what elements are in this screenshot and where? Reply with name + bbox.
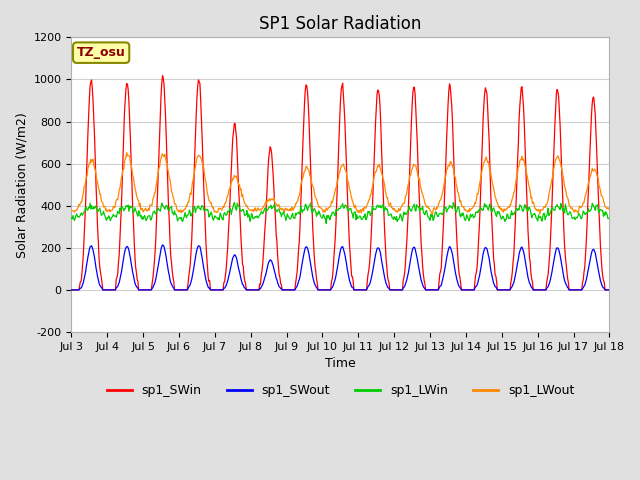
X-axis label: Time: Time bbox=[325, 357, 356, 370]
Title: SP1 Solar Radiation: SP1 Solar Radiation bbox=[259, 15, 422, 33]
Legend: sp1_SWin, sp1_SWout, sp1_LWin, sp1_LWout: sp1_SWin, sp1_SWout, sp1_LWin, sp1_LWout bbox=[102, 379, 579, 402]
Y-axis label: Solar Radiation (W/m2): Solar Radiation (W/m2) bbox=[15, 112, 28, 257]
Text: TZ_osu: TZ_osu bbox=[77, 46, 125, 59]
